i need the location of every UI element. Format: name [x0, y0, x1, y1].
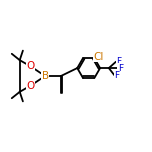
Text: F: F	[118, 64, 123, 73]
Text: F: F	[116, 57, 121, 66]
Text: O: O	[27, 81, 35, 90]
Text: F: F	[114, 71, 119, 81]
Text: O: O	[27, 62, 35, 71]
Text: Cl: Cl	[93, 52, 104, 62]
Text: B: B	[41, 71, 49, 81]
